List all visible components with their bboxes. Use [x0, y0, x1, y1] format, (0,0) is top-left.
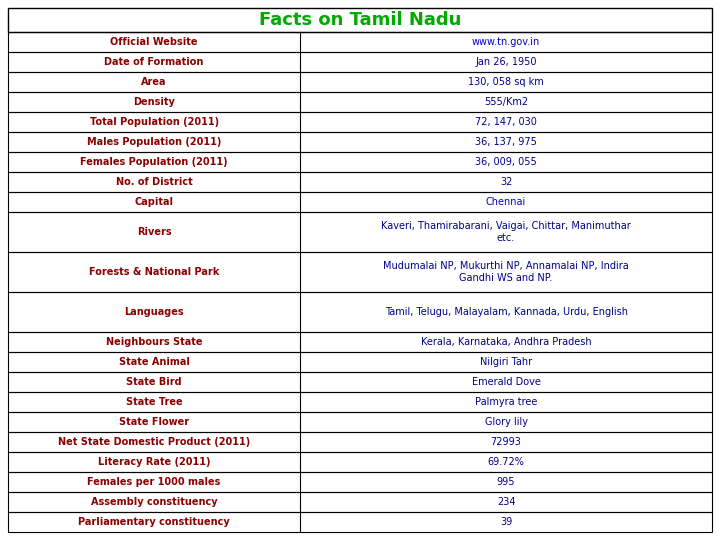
Bar	[8, 52, 712, 72]
Text: Net State Domestic Product (2011): Net State Domestic Product (2011)	[58, 437, 251, 447]
Text: Nilgiri Tahr: Nilgiri Tahr	[480, 357, 532, 367]
Text: Neighbours State: Neighbours State	[106, 337, 202, 347]
Bar	[8, 412, 712, 432]
Bar	[8, 452, 712, 472]
Bar	[8, 212, 712, 252]
Bar	[8, 212, 712, 252]
Text: Date of Formation: Date of Formation	[104, 57, 204, 67]
Text: Kaveri, Thamirabarani, Vaigai, Chittar, Manimuthar
etc.: Kaveri, Thamirabarani, Vaigai, Chittar, …	[381, 221, 631, 243]
Bar	[8, 252, 712, 292]
Text: 69.72%: 69.72%	[487, 457, 524, 467]
Text: Females Population (2011): Females Population (2011)	[80, 157, 228, 167]
Bar	[8, 512, 712, 532]
Text: Total Population (2011): Total Population (2011)	[89, 117, 219, 127]
Bar	[8, 72, 712, 92]
Text: State Tree: State Tree	[126, 397, 182, 407]
Text: www.tn.gov.in: www.tn.gov.in	[472, 37, 540, 47]
Bar	[8, 72, 712, 92]
Bar	[8, 412, 712, 432]
Bar	[8, 332, 712, 352]
Text: Mudumalai NP, Mukurthi NP, Annamalai NP, Indira
Gandhi WS and NP.: Mudumalai NP, Mukurthi NP, Annamalai NP,…	[383, 261, 629, 283]
Text: 36, 009, 055: 36, 009, 055	[475, 157, 537, 167]
Bar	[8, 472, 712, 492]
Text: Tamil, Telugu, Malayalam, Kannada, Urdu, English: Tamil, Telugu, Malayalam, Kannada, Urdu,…	[384, 307, 628, 317]
Bar	[8, 392, 712, 412]
Text: Emerald Dove: Emerald Dove	[472, 377, 541, 387]
Text: 234: 234	[497, 497, 516, 507]
Text: Density: Density	[133, 97, 175, 107]
Text: Glory lily: Glory lily	[485, 417, 528, 427]
Bar	[8, 52, 712, 72]
Bar	[8, 352, 712, 372]
Text: State Flower: State Flower	[119, 417, 189, 427]
Bar	[8, 472, 712, 492]
Text: 555/Km2: 555/Km2	[484, 97, 528, 107]
Text: Palmyra tree: Palmyra tree	[475, 397, 537, 407]
Bar	[8, 132, 712, 152]
Text: 72, 147, 030: 72, 147, 030	[475, 117, 537, 127]
Text: 995: 995	[497, 477, 516, 487]
Bar	[8, 512, 712, 532]
Text: Literacy Rate (2011): Literacy Rate (2011)	[98, 457, 210, 467]
Text: Area: Area	[141, 77, 167, 87]
Bar	[8, 112, 712, 132]
Text: Chennai: Chennai	[486, 197, 526, 207]
Text: 32: 32	[500, 177, 512, 187]
Text: 130, 058 sq km: 130, 058 sq km	[468, 77, 544, 87]
Bar	[8, 172, 712, 192]
Bar	[8, 492, 712, 512]
Text: 39: 39	[500, 517, 512, 527]
Text: Females per 1000 males: Females per 1000 males	[87, 477, 221, 487]
Text: Official Website: Official Website	[110, 37, 198, 47]
Text: Forests & National Park: Forests & National Park	[89, 267, 220, 277]
Text: Males Population (2011): Males Population (2011)	[87, 137, 221, 147]
Text: State Animal: State Animal	[119, 357, 189, 367]
Text: State Bird: State Bird	[126, 377, 182, 387]
Bar	[8, 372, 712, 392]
Bar	[8, 32, 712, 52]
Text: Assembly constituency: Assembly constituency	[91, 497, 217, 507]
Bar	[8, 292, 712, 332]
Bar	[8, 132, 712, 152]
Bar	[8, 152, 712, 172]
Bar	[8, 392, 712, 412]
Bar	[8, 192, 712, 212]
Bar	[8, 352, 712, 372]
Text: No. of District: No. of District	[116, 177, 192, 187]
Bar	[8, 8, 712, 32]
Text: 36, 137, 975: 36, 137, 975	[475, 137, 537, 147]
Bar	[8, 372, 712, 392]
Bar	[8, 492, 712, 512]
Bar	[8, 432, 712, 452]
Text: Facts on Tamil Nadu: Facts on Tamil Nadu	[258, 11, 462, 29]
Bar	[8, 152, 712, 172]
Bar	[8, 292, 712, 332]
Text: Jan 26, 1950: Jan 26, 1950	[475, 57, 537, 67]
Text: Capital: Capital	[135, 197, 174, 207]
Bar	[8, 32, 712, 52]
Bar	[8, 252, 712, 292]
Bar	[8, 172, 712, 192]
Text: Kerala, Karnataka, Andhra Pradesh: Kerala, Karnataka, Andhra Pradesh	[420, 337, 591, 347]
Bar	[8, 92, 712, 112]
Bar	[8, 332, 712, 352]
Text: Languages: Languages	[125, 307, 184, 317]
Bar	[8, 432, 712, 452]
Bar	[8, 192, 712, 212]
Bar	[8, 452, 712, 472]
Text: 72993: 72993	[490, 437, 521, 447]
Text: Parliamentary constituency: Parliamentary constituency	[78, 517, 230, 527]
Text: Rivers: Rivers	[137, 227, 171, 237]
Bar	[8, 92, 712, 112]
Bar	[8, 112, 712, 132]
